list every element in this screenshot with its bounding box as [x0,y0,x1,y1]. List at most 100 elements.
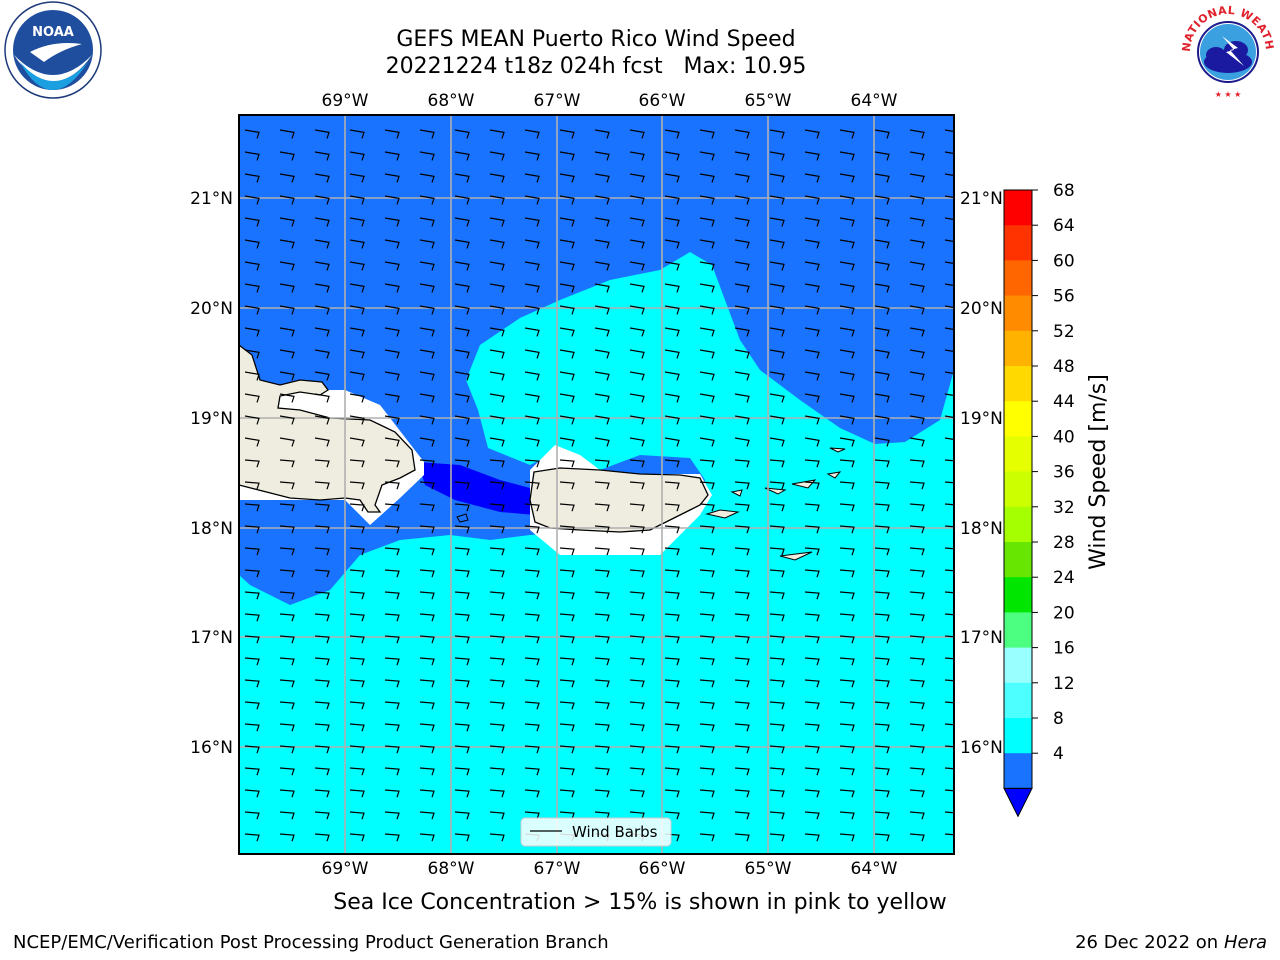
colorbar-segment [1004,260,1032,297]
wind-barb [734,613,750,622]
wind-barb [909,811,925,820]
wind-barb [419,547,435,556]
wind-barb [559,195,575,205]
wind-barb [489,129,505,139]
wind-barb [454,833,470,842]
wind-barb [244,459,260,468]
colorbar: 68 64 60 56 52 48 44 40 36 32 28 24 20 16 12 8 4 [1003,181,1075,818]
wind-barb [524,481,540,490]
wind-barb [524,679,540,688]
wind-barb [349,679,365,688]
wind-barb [944,745,954,748]
wind-barb [314,239,330,249]
colorbar-tick-label: 28 [1053,533,1075,553]
wind-barb [279,547,295,556]
wind-barb [454,305,470,315]
footer-host: Hera [1223,932,1267,953]
wind-barb [559,217,575,227]
wind-barb [629,591,645,600]
wind-barb [244,173,260,183]
wind-barb [314,723,330,732]
wind-barb [524,129,540,139]
wind-barb [629,129,645,139]
wind-barb [629,635,645,644]
wind-barb [629,415,645,425]
wind-barb [524,327,540,337]
wind-barb [279,283,295,293]
wind-barb [629,723,645,732]
wind-barb [279,129,295,139]
wind-barb [279,679,295,688]
wind-barb [314,173,330,183]
lon-label-bottom: 68°W [428,859,475,879]
wind-barb [489,217,505,227]
wind-barb [734,701,750,710]
lon-label-top: 68°W [428,91,475,111]
wind-barb [279,833,295,842]
wind-barb [734,767,750,776]
wind-barb [314,811,330,820]
wind-barb [874,679,890,688]
wind-barb [769,833,785,842]
wind-barb [244,151,260,161]
wind-barb [909,283,925,293]
wind-barb [664,305,680,315]
wind-barb [664,261,680,271]
wind-barb [594,745,610,754]
wind-barb [769,239,785,249]
wind-barb [244,811,260,820]
wind-barb [944,305,954,309]
colorbar-tick-label: 12 [1053,674,1075,694]
wind-barb [699,195,715,205]
wind-barb [839,217,855,227]
wind-barb [804,415,820,425]
colorbar-segment [1004,471,1032,508]
wind-barb [734,327,750,337]
wind-barb [664,459,680,468]
lon-label-bottom: 66°W [639,859,686,879]
wind-barb [559,547,575,556]
wind-barb [734,657,750,666]
wind-barb [804,437,820,447]
wind-barb [804,371,820,381]
colorbar-tick-label: 40 [1053,427,1075,447]
wind-barb [734,591,750,600]
wind-barb [349,437,365,447]
lat-label-left: 16°N [190,738,233,758]
wind-barb [594,151,610,161]
wind-barb [454,437,470,447]
wind-barb [524,745,540,754]
wind-barb [839,745,855,754]
wind-barb [839,481,855,490]
wind-barb [314,437,330,447]
wind-barb [559,393,575,403]
colorbar-tick-label: 36 [1053,463,1075,483]
wind-barb [594,459,610,468]
wind-barb [454,569,470,578]
wind-barb [804,833,820,842]
wind-barb [909,833,925,842]
wind-barb [489,547,505,556]
wind-barb [594,327,610,337]
wind-barb [524,811,540,820]
wind-barb [839,701,855,710]
wind-barb [279,305,295,315]
colorbar-segment [1004,401,1032,437]
wind-barb [314,283,330,293]
colorbar-segment [1004,225,1032,261]
wind-barb [419,635,435,644]
footer-branch: NCEP/EMC/Verification Post Processing Pr… [13,932,609,953]
colorbar-tick-label: 20 [1053,603,1075,623]
wind-barb [664,745,680,754]
wind-barb [839,393,855,403]
wind-barb [769,393,785,403]
wind-barb [489,679,505,688]
wind-barb [559,745,575,754]
lat-label-right: 17°N [960,628,1003,648]
wind-barb [874,437,890,447]
wind-barb [524,415,540,425]
wind-barb [454,701,470,710]
wind-barb [489,767,505,776]
wind-barb [419,239,435,249]
wind-barb [314,217,330,227]
